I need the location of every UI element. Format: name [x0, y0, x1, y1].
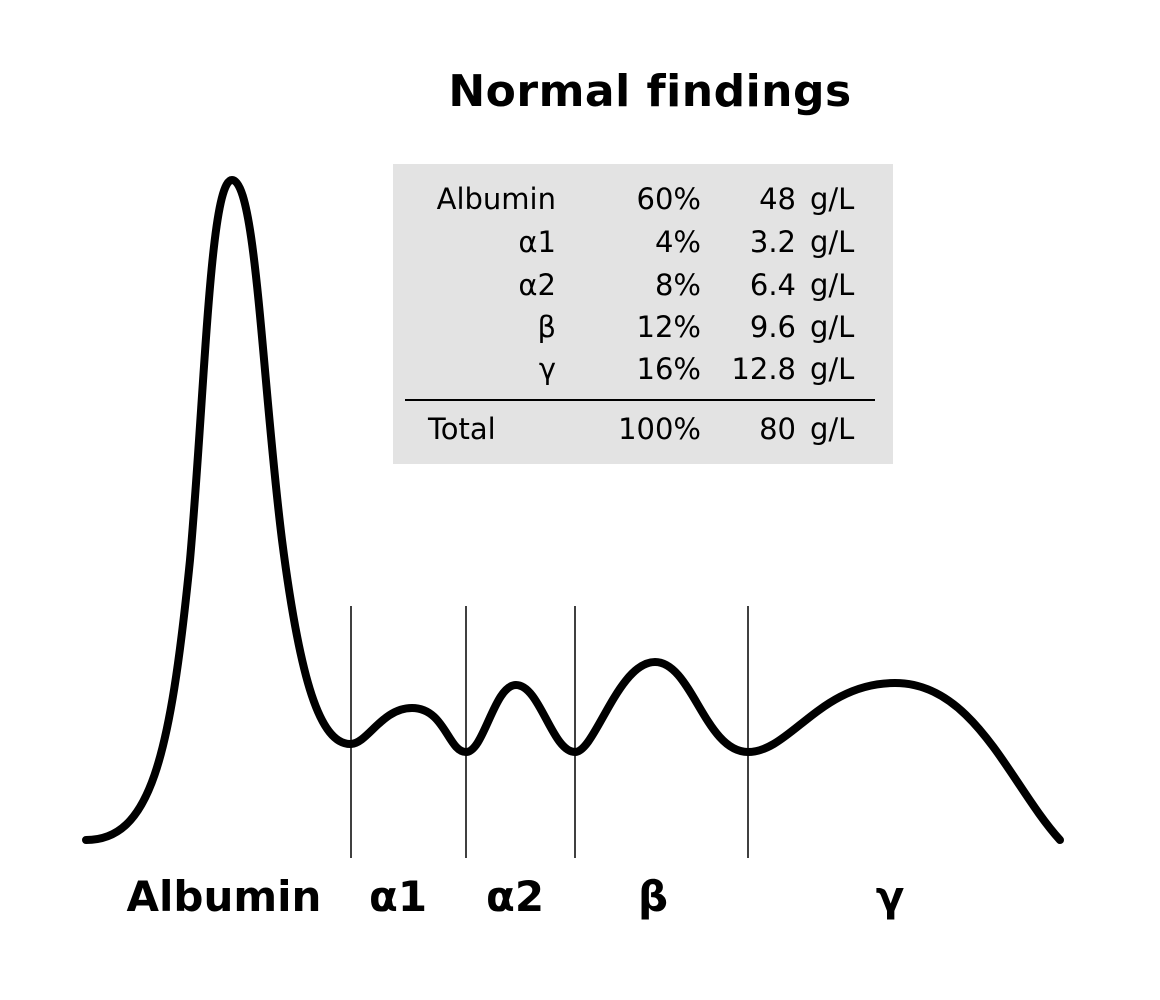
fraction-percent: 60%	[636, 182, 701, 216]
fraction-name: Albumin	[436, 182, 556, 216]
table-row: Albumin 60% 48 g/L	[393, 182, 893, 222]
fraction-value: 9.6	[749, 310, 796, 344]
table-row: α1 4% 3.2 g/L	[393, 225, 893, 265]
total-value: 80	[759, 412, 796, 446]
fraction-percent: 16%	[636, 352, 701, 386]
total-divider	[405, 399, 875, 401]
protein-curve	[82, 176, 1064, 844]
fraction-unit: g/L	[810, 268, 855, 302]
fraction-value: 48	[759, 182, 796, 216]
fraction-unit: g/L	[810, 310, 855, 344]
fraction-name: γ	[538, 352, 556, 386]
fraction-name: β	[537, 310, 556, 344]
fraction-value: 6.4	[749, 268, 796, 302]
normal-findings-table: Albumin 60% 48 g/L α1 4% 3.2 g/L α2 8% 6…	[393, 164, 893, 464]
fraction-label-beta: β	[637, 872, 669, 921]
fraction-percent: 12%	[636, 310, 701, 344]
total-name: Total	[428, 412, 496, 446]
table-row: β 12% 9.6 g/L	[393, 310, 893, 350]
fraction-percent: 8%	[654, 268, 701, 302]
fraction-unit: g/L	[810, 225, 855, 259]
diagram-title: Normal findings	[448, 66, 852, 117]
fraction-label-gamma: γ	[875, 872, 905, 921]
fraction-value: 12.8	[731, 352, 796, 386]
fraction-value: 3.2	[749, 225, 796, 259]
fraction-label-albumin: Albumin	[126, 872, 322, 921]
table-row: γ 16% 12.8 g/L	[393, 352, 893, 392]
fraction-unit: g/L	[810, 182, 855, 216]
fraction-label-alpha1: α1	[368, 872, 428, 921]
total-unit: g/L	[810, 412, 855, 446]
fraction-name: α2	[518, 268, 556, 302]
fraction-name: α1	[518, 225, 556, 259]
fraction-label-alpha2: α2	[485, 872, 545, 921]
table-row: α2 8% 6.4 g/L	[393, 268, 893, 308]
fraction-percent: 4%	[654, 225, 701, 259]
table-row-total: Total 100% 80 g/L	[393, 412, 893, 452]
total-percent: 100%	[618, 412, 701, 446]
fraction-unit: g/L	[810, 352, 855, 386]
